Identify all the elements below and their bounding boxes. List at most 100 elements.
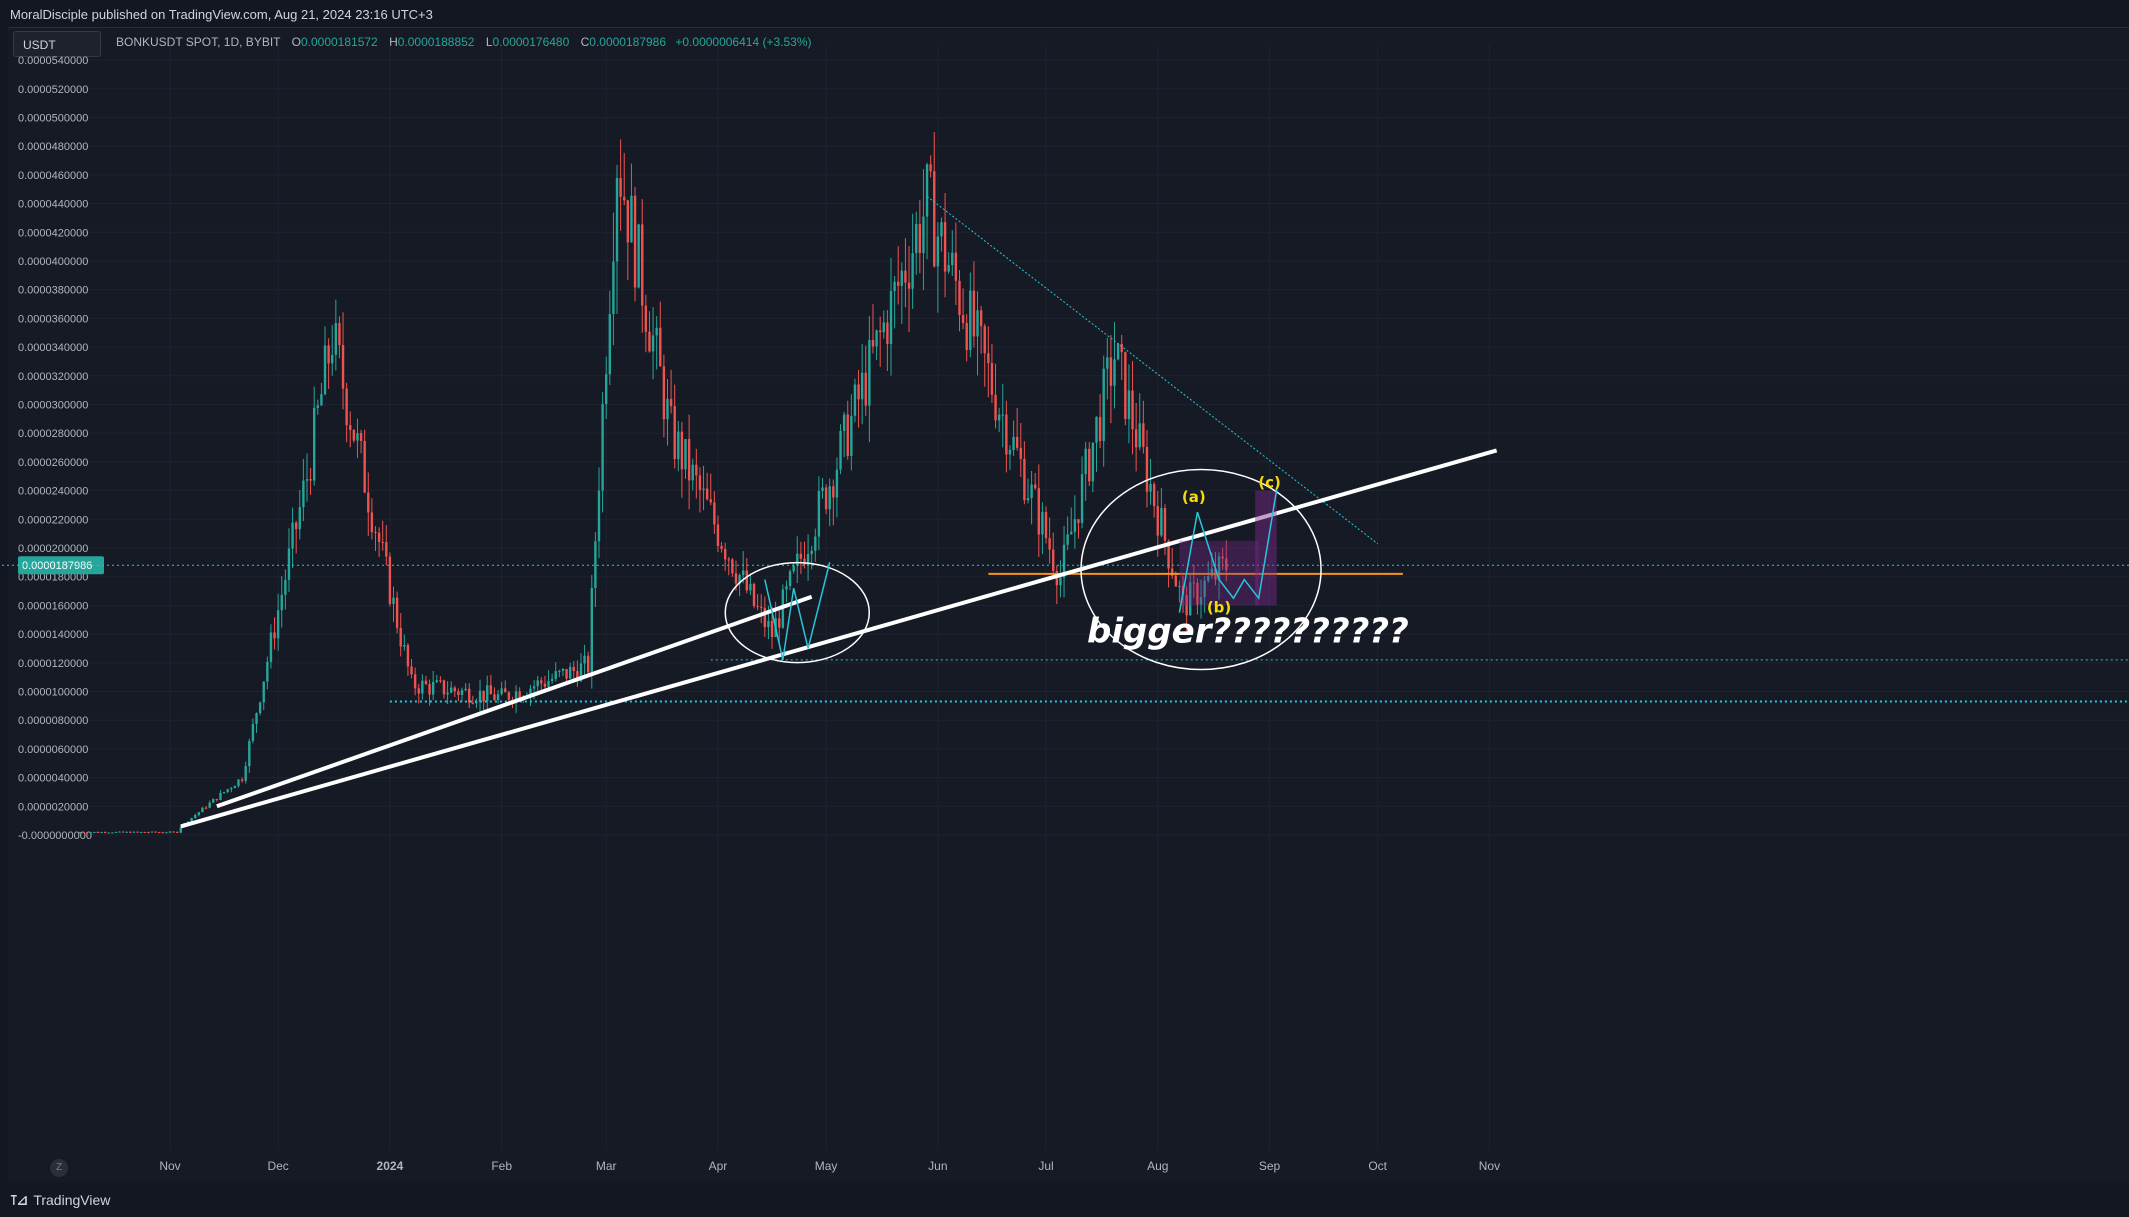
candle-body	[496, 694, 500, 701]
ohlc-legend: BONKUSDT SPOT, 1D, BYBIT O0.0000181572 H…	[116, 35, 812, 49]
candle-body	[96, 831, 100, 833]
candle-body	[1124, 352, 1127, 420]
candle-body	[269, 632, 273, 662]
candle-body	[244, 766, 247, 781]
candle-body	[698, 475, 702, 491]
candle-body	[341, 345, 345, 389]
candle-body	[514, 691, 518, 703]
candle-body	[720, 545, 723, 550]
candle-body	[1095, 416, 1098, 443]
main-rising-trendline	[180, 448, 1498, 829]
x-tick-label: Nov	[1479, 1159, 1500, 1173]
candle-body	[1062, 544, 1066, 578]
x-tick-label: 2024	[377, 1159, 404, 1173]
candle-body	[554, 671, 557, 679]
candle-body	[399, 627, 402, 647]
y-tick-label: 0.0000200000	[18, 543, 88, 555]
candle-body	[929, 164, 932, 172]
candle-body	[875, 330, 878, 347]
candle-body	[677, 431, 680, 460]
candle-body	[197, 812, 201, 816]
candle-body	[1127, 390, 1131, 420]
candle-body	[576, 671, 579, 682]
candle-body	[273, 632, 276, 639]
legend-high: 0.0000188852	[397, 35, 475, 49]
candle-body	[983, 326, 986, 354]
price-chart[interactable]: 0.0000540000 0.0000520000 0.0000500000 0.00…	[0, 0, 2129, 1183]
drawing-layer	[2, 196, 2129, 829]
candle-body	[395, 597, 399, 628]
candle-body	[878, 330, 882, 333]
candle-body	[266, 661, 269, 682]
candle-body	[860, 372, 864, 400]
candle-body	[623, 196, 626, 201]
candle-body	[157, 832, 161, 834]
candle-body	[154, 831, 157, 833]
candle-body	[709, 499, 712, 503]
y-tick-label: 0.0000140000	[18, 629, 88, 641]
candle-body	[619, 178, 622, 197]
candle-body	[385, 542, 388, 557]
candle-body	[756, 605, 759, 607]
candle-body	[121, 831, 125, 833]
candle-body	[334, 323, 338, 355]
x-tick-label: Mar	[596, 1159, 617, 1173]
x-tick-label: Aug	[1147, 1159, 1168, 1173]
candle-body	[161, 832, 164, 834]
candle-body	[276, 610, 280, 639]
candle-body	[338, 323, 341, 346]
y-tick-label: 0.0000300000	[18, 400, 88, 412]
candle-body	[367, 492, 370, 513]
candle-body	[659, 327, 662, 367]
candle-body	[568, 666, 572, 679]
candle-body	[107, 832, 110, 834]
top-bar: MoralDisciple published on TradingView.c…	[0, 0, 2129, 28]
candle-body	[345, 388, 348, 426]
candle-body	[176, 831, 179, 833]
candle-body	[1225, 558, 1228, 571]
candle-body	[258, 702, 262, 714]
candle-body	[392, 597, 395, 604]
candle-body	[82, 832, 85, 834]
candle-body	[572, 666, 575, 672]
candle-body	[687, 439, 691, 481]
candle-body	[489, 685, 493, 695]
candle-body	[320, 394, 323, 406]
candle-body	[139, 831, 143, 833]
candle-body	[911, 253, 914, 289]
legend-low-label: L	[485, 35, 493, 49]
candle-body	[471, 702, 475, 704]
candle-body	[821, 487, 824, 491]
candle-body	[586, 655, 590, 673]
zoom-reset-button[interactable]: Z	[50, 1159, 68, 1177]
candle-body	[323, 345, 327, 395]
tradingview-logo[interactable]: ⊺⊿ TradingView	[10, 1192, 110, 1209]
candle-body	[1023, 458, 1026, 501]
candle-body	[655, 327, 658, 336]
candle-body	[738, 575, 741, 584]
candle-body	[226, 789, 229, 792]
legend-change: +0.0000006414 (+3.53%)	[675, 35, 812, 49]
candle-body	[770, 620, 774, 638]
candle-body	[1210, 568, 1214, 577]
candle-body	[637, 224, 640, 288]
candle-body	[630, 195, 633, 243]
candle-body	[439, 680, 442, 682]
candle-body	[749, 583, 752, 591]
candle-body	[1142, 423, 1145, 447]
candle-body	[1080, 474, 1084, 523]
y-tick-label: 0.0000240000	[18, 486, 88, 498]
candle-body	[868, 340, 871, 406]
candle-body	[201, 807, 204, 813]
legend-close: 0.0000187986	[589, 35, 667, 49]
candle-body	[882, 322, 885, 333]
y-tick-label: 0.0000460000	[18, 170, 88, 182]
candle-body	[1185, 595, 1188, 616]
currency-selector[interactable]: USDT	[13, 31, 101, 57]
candle-body	[1073, 519, 1077, 532]
candle-body	[1160, 508, 1163, 536]
candle-body	[897, 281, 900, 286]
candle-body	[1044, 511, 1048, 539]
candle-body	[731, 559, 734, 574]
candle-body	[716, 524, 720, 546]
